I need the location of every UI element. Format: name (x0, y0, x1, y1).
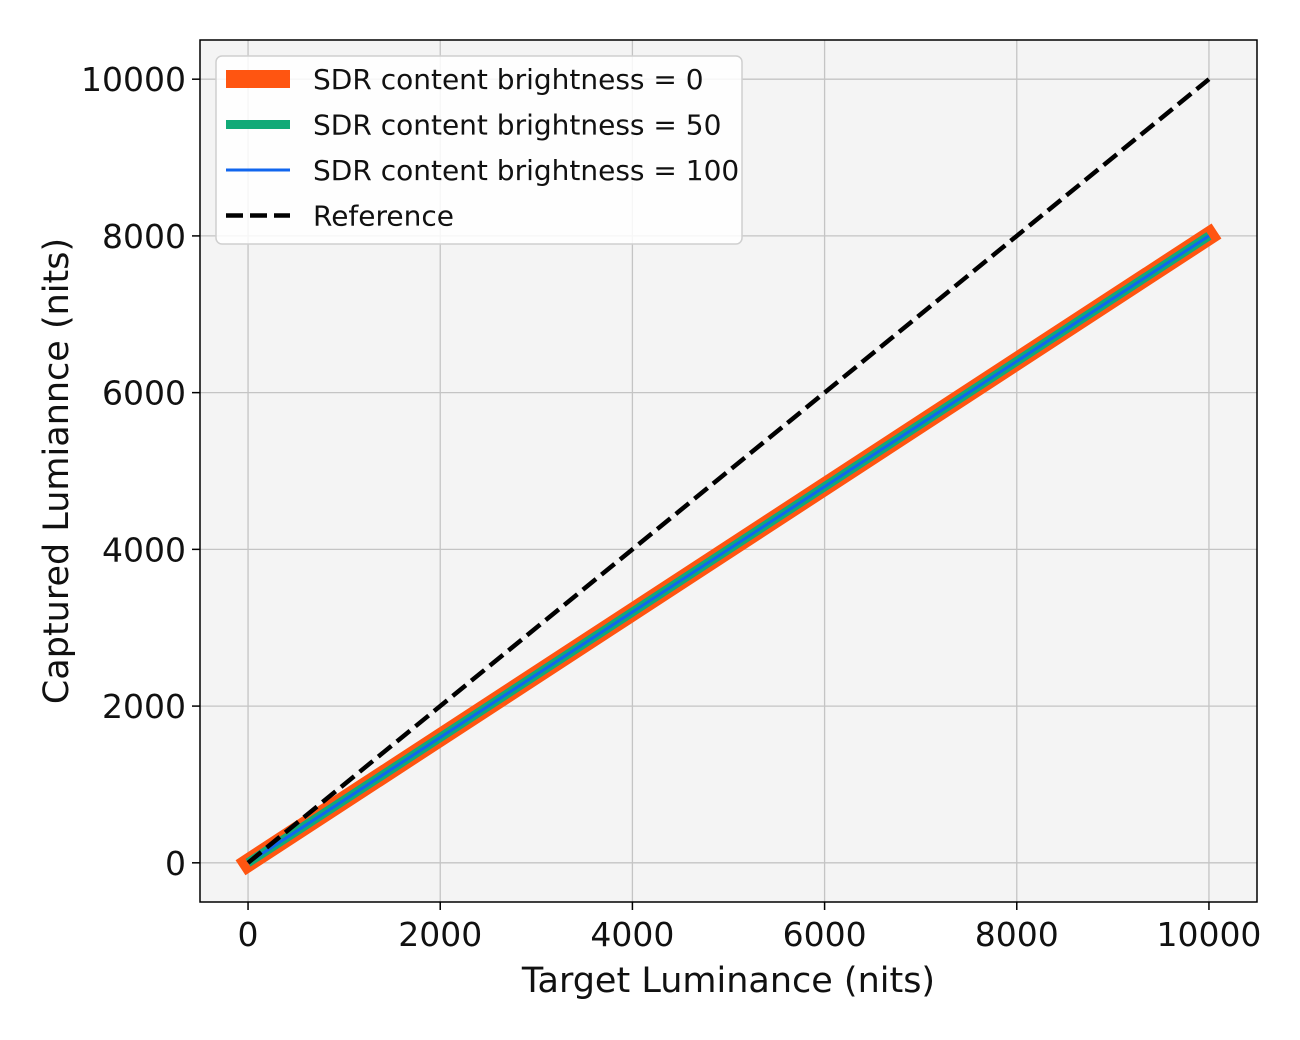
legend-box (215, 55, 743, 245)
x-axis-ticks: 0 2000 4000 6000 8000 10000 (238, 902, 1261, 954)
series-line-2 (247, 234, 1210, 865)
y-tick-label: 4000 (102, 530, 186, 569)
x-axis-label: Target Luminance (nits) (521, 961, 935, 1001)
x-tick-label: 10000 (1156, 915, 1261, 954)
x-tick-label: 8000 (975, 915, 1059, 954)
y-tick-label: 6000 (102, 374, 186, 413)
series-line-3 (246, 77, 1211, 865)
x-tick-label: 6000 (783, 915, 867, 954)
legend-label: SDR content brightness = 50 (313, 109, 721, 142)
y-axis-label: Captured Lumiannce (nits) (37, 238, 77, 704)
y-tick-label: 8000 (102, 217, 186, 256)
series-layer (235, 77, 1222, 876)
legend: SDR content brightness = 0 SDR content br… (215, 55, 743, 245)
x-tick-label: 0 (238, 915, 259, 954)
y-axis-ticks: 0 2000 4000 6000 8000 10000 (81, 60, 200, 883)
y-tick-label: 2000 (102, 687, 186, 726)
y-tick-label: 10000 (81, 60, 186, 99)
legend-label: SDR content brightness = 100 (313, 154, 739, 187)
plot-frame (199, 39, 1258, 903)
x-tick-label: 4000 (590, 915, 674, 954)
legend-label: Reference (313, 200, 454, 233)
y-tick-label: 0 (165, 844, 186, 883)
x-tick-label: 2000 (398, 915, 482, 954)
legend-label: SDR content brightness = 0 (313, 63, 704, 96)
